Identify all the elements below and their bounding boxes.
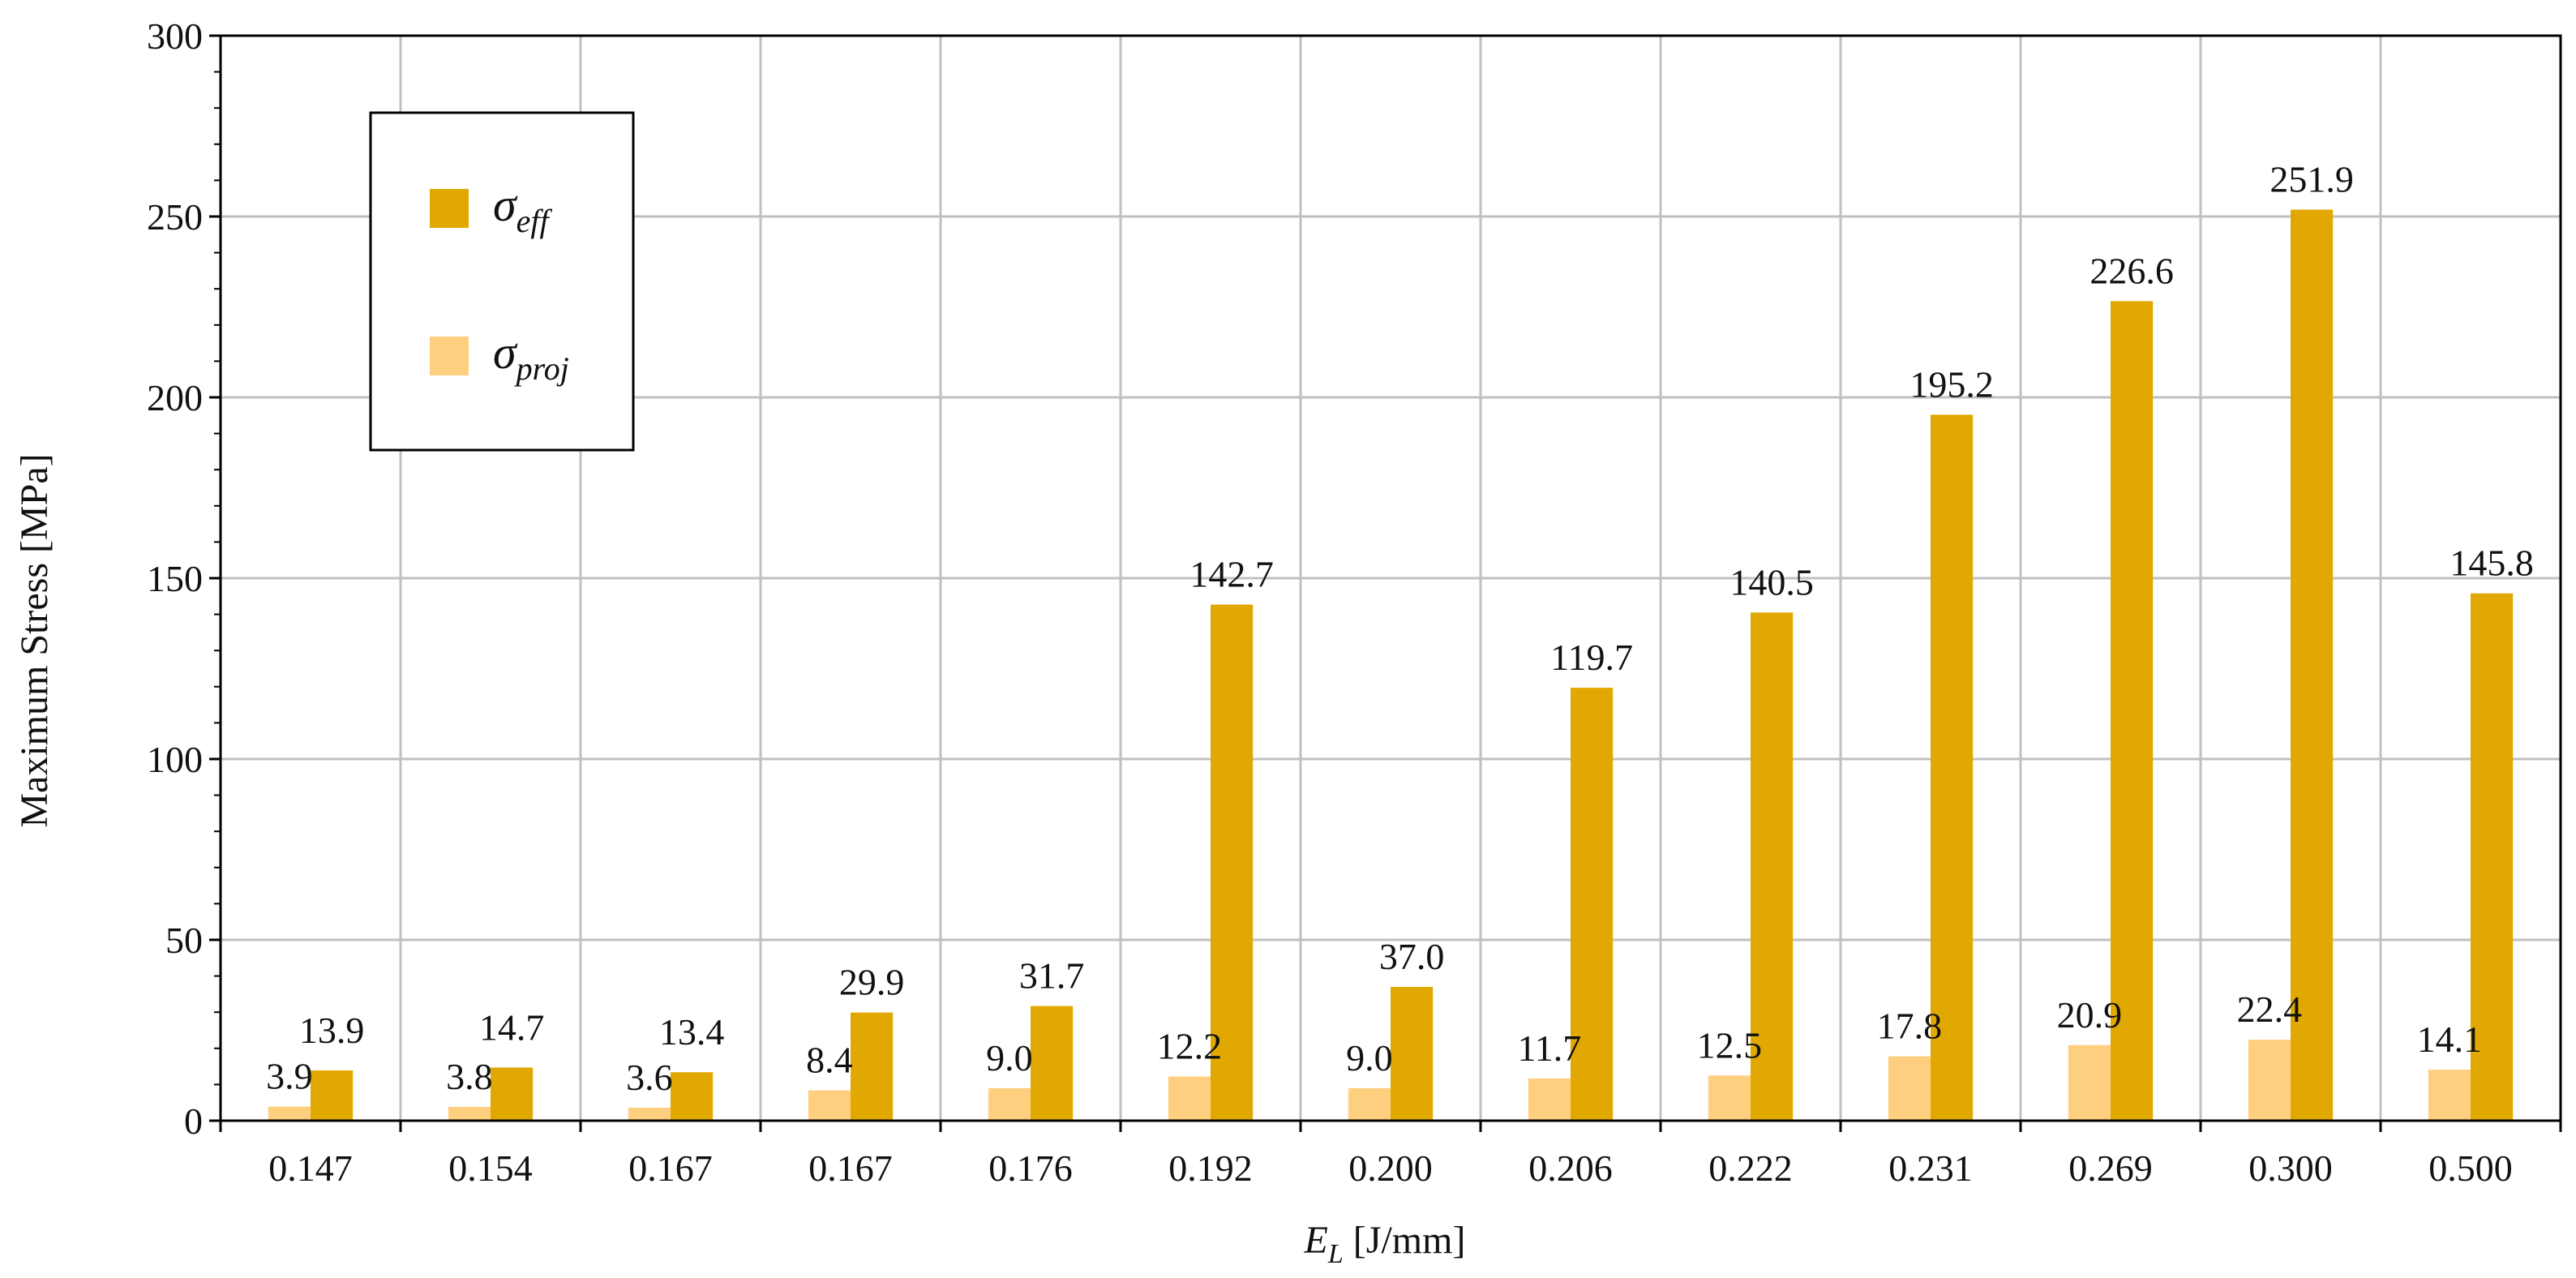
data-label-sigma-eff: 142.7 (1189, 554, 1274, 595)
y-axis: 0 50 100 150 200 250 300 (147, 15, 221, 1142)
bar-sigma-eff (311, 1070, 354, 1121)
data-label-sigma-proj: 22.4 (2237, 989, 2303, 1030)
x-axis-title-symbol: E (1304, 1219, 1328, 1262)
x-tick-label: 0.167 (808, 1147, 893, 1189)
data-label-sigma-eff: 145.8 (2450, 543, 2534, 584)
bar-sigma-eff (1391, 986, 1434, 1121)
data-label-sigma-eff: 29.9 (839, 962, 905, 1003)
bar-sigma-proj (988, 1087, 1031, 1121)
bar-sigma-eff (671, 1072, 714, 1121)
data-label-sigma-eff: 251.9 (2270, 159, 2354, 200)
data-label-sigma-proj: 14.1 (2417, 1019, 2483, 1060)
legend-box (369, 111, 635, 452)
x-tick-label: 0.500 (2428, 1147, 2513, 1189)
data-label-sigma-proj: 3.9 (266, 1056, 313, 1097)
y-tick-label: 0 (184, 1100, 203, 1142)
bar-sigma-eff (1211, 604, 1254, 1121)
legend-label-sigma-proj-sub: proj (514, 350, 569, 387)
data-label-sigma-eff: 14.7 (479, 1006, 545, 1048)
y-tick-label: 150 (147, 558, 203, 599)
bar-series (268, 209, 2514, 1121)
x-tick-label: 0.231 (1888, 1147, 1973, 1189)
data-label-sigma-proj: 9.0 (1346, 1037, 1393, 1079)
x-tick-label: 0.206 (1528, 1147, 1613, 1189)
x-tick-label: 0.300 (2248, 1147, 2333, 1189)
bar-sigma-eff (1031, 1006, 1074, 1121)
bar-sigma-eff (2471, 593, 2514, 1121)
data-label-sigma-proj: 8.4 (806, 1040, 853, 1081)
x-tick-label: 0.167 (628, 1147, 713, 1189)
x-tick-label: 0.200 (1348, 1147, 1433, 1189)
data-label-sigma-proj: 17.8 (1877, 1006, 1943, 1047)
bar-sigma-proj (2428, 1070, 2471, 1121)
legend-label-sigma-eff-sub: eff (516, 203, 553, 239)
bar-sigma-eff (1931, 414, 1974, 1121)
data-label-sigma-proj: 11.7 (1518, 1027, 1582, 1069)
x-tick-label: 0.269 (2068, 1147, 2153, 1189)
data-label-sigma-eff: 195.2 (1909, 363, 1994, 405)
bar-sigma-proj (1168, 1076, 1211, 1121)
data-label-sigma-eff: 37.0 (1379, 936, 1445, 977)
bar-sigma-proj (1348, 1087, 1391, 1121)
data-label-sigma-proj: 3.8 (446, 1056, 493, 1097)
data-label-sigma-proj: 12.2 (1157, 1026, 1223, 1067)
bar-sigma-proj (628, 1107, 671, 1121)
x-tick-label: 0.176 (988, 1147, 1073, 1189)
bar-sigma-proj (268, 1106, 311, 1121)
y-tick-label: 300 (147, 15, 203, 57)
bar-sigma-eff (491, 1067, 534, 1121)
data-label-sigma-eff: 13.4 (659, 1011, 725, 1053)
x-tick-label: 0.147 (268, 1147, 353, 1189)
y-tick-label: 100 (147, 739, 203, 780)
legend-label-sigma-proj-symbol: σ (493, 326, 518, 379)
data-label-sigma-eff: 226.6 (2090, 250, 2174, 291)
bar-sigma-eff (2291, 209, 2334, 1121)
data-label-sigma-proj: 20.9 (2057, 994, 2123, 1036)
legend-swatch-sigma-eff (430, 189, 469, 228)
legend: σeff σproj (369, 111, 635, 452)
bar-sigma-proj (1528, 1078, 1571, 1121)
bar-sigma-proj (808, 1090, 851, 1121)
x-axis-title-unit: [J/mm] (1344, 1219, 1466, 1262)
data-labels: 3.9 13.9 3.8 14.7 3.613.4 8.4 29.9 9.0 31.7 12.2 1… (266, 159, 2534, 1098)
legend-label-sigma-eff: σeff (493, 178, 552, 239)
x-axis-title: EL [J/mm] (1304, 1219, 1466, 1269)
legend-label-sigma-eff-symbol: σ (493, 178, 518, 231)
bar-sigma-eff (851, 1012, 894, 1121)
bar-sigma-proj (448, 1107, 491, 1121)
data-label-sigma-eff: 13.9 (299, 1010, 365, 1051)
legend-swatch-sigma-proj (430, 337, 469, 375)
legend-label-sigma-proj: σproj (493, 326, 569, 387)
x-tick-label: 0.192 (1168, 1147, 1253, 1189)
y-tick-label: 200 (147, 377, 203, 418)
bar-sigma-proj (1708, 1075, 1751, 1121)
bar-sigma-eff (1571, 688, 1614, 1121)
data-label-sigma-proj: 9.0 (986, 1037, 1033, 1079)
y-axis-title: Maximum Stress [MPa] (13, 453, 56, 827)
bar-sigma-proj (1888, 1056, 1931, 1121)
data-label-sigma-eff: 119.7 (1550, 637, 1633, 678)
data-label-sigma-proj: 3.6 (626, 1057, 673, 1098)
x-axis-title-subscript: L (1327, 1239, 1344, 1269)
data-label-sigma-eff: 31.7 (1019, 955, 1085, 997)
y-tick-label: 50 (165, 920, 203, 961)
data-label-sigma-proj: 12.5 (1697, 1024, 1763, 1066)
x-tick-label: 0.222 (1708, 1147, 1793, 1189)
bar-sigma-proj (2248, 1040, 2291, 1121)
bar-sigma-proj (2068, 1044, 2111, 1121)
bar-sigma-eff (1751, 612, 1794, 1121)
data-label-sigma-eff: 140.5 (1729, 561, 1814, 603)
x-axis: 0.147 0.154 0.167 0.167 0.176 0.192 0.200 0.206… (219, 1121, 2562, 1189)
x-tick-label: 0.154 (448, 1147, 533, 1189)
bar-sigma-eff (2111, 301, 2154, 1121)
y-tick-label: 250 (147, 196, 203, 238)
